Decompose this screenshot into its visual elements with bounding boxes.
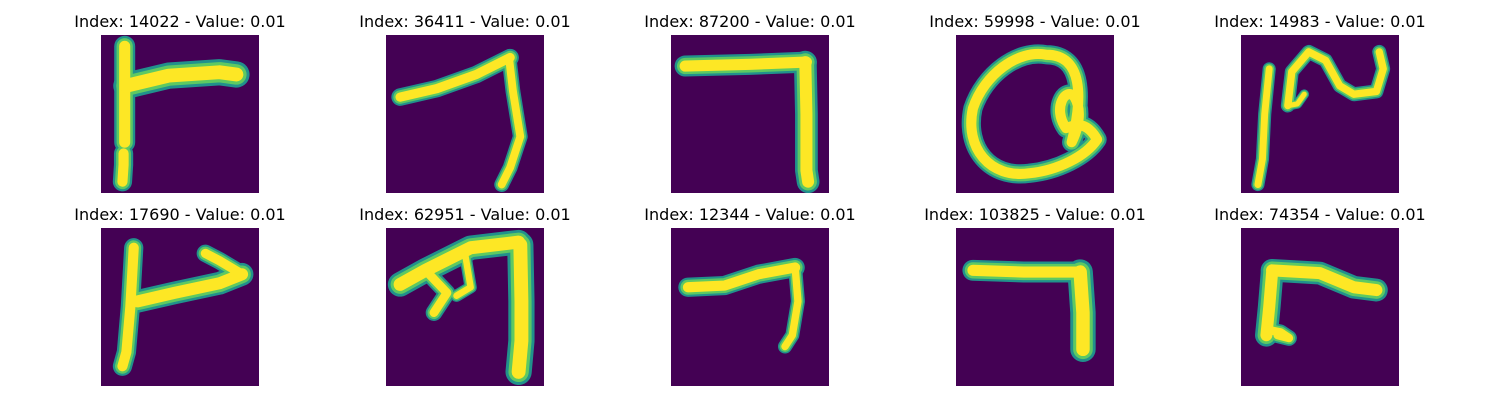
panel-4: Index: 59998 - Value: 0.01 [893, 12, 1177, 194]
handwritten-stroke [1262, 325, 1294, 343]
panel-10: Index: 74354 - Value: 0.01 [1178, 205, 1462, 387]
digit-image [956, 228, 1114, 386]
digit-image [1241, 35, 1399, 193]
digit-image [1241, 228, 1399, 386]
panel-3: Index: 87200 - Value: 0.01 [608, 12, 892, 194]
panel-1: Index: 14022 - Value: 0.01 [38, 12, 322, 194]
handwritten-stroke [119, 65, 244, 93]
panel-2: Index: 36411 - Value: 0.01 [323, 12, 607, 194]
digit-image [386, 35, 544, 193]
panel-title: Index: 103825 - Value: 0.01 [924, 205, 1146, 224]
digit-image [386, 228, 544, 386]
handwritten-stroke [1266, 264, 1383, 297]
handwritten-stroke [799, 56, 815, 188]
handwritten-stroke [395, 52, 515, 102]
handwritten-stroke [453, 250, 474, 299]
handwritten-stroke [781, 263, 802, 351]
digit-image [671, 228, 829, 386]
panel-title: Index: 62951 - Value: 0.01 [359, 205, 571, 224]
handwritten-stroke [421, 265, 452, 318]
handwritten-stroke [1254, 65, 1273, 189]
image-background [671, 228, 829, 386]
handwritten-stroke [393, 235, 526, 291]
panel-title: Index: 14983 - Value: 0.01 [1214, 12, 1426, 31]
digit-image [956, 35, 1114, 193]
panel-title: Index: 14022 - Value: 0.01 [74, 12, 286, 31]
panel-8: Index: 12344 - Value: 0.01 [608, 205, 892, 387]
handwritten-stroke [497, 53, 525, 189]
panel-5: Index: 14983 - Value: 0.01 [1178, 12, 1462, 194]
handwritten-stroke [1073, 265, 1090, 357]
digit-image [101, 35, 259, 193]
panel-title: Index: 36411 - Value: 0.01 [359, 12, 571, 31]
handwritten-stroke [682, 262, 801, 293]
panel-title: Index: 17690 - Value: 0.01 [74, 205, 286, 224]
panel-title: Index: 87200 - Value: 0.01 [644, 12, 856, 31]
panel-title: Index: 74354 - Value: 0.01 [1214, 205, 1426, 224]
digit-image [101, 228, 259, 386]
panel-7: Index: 62951 - Value: 0.01 [323, 205, 607, 387]
digit-image [671, 35, 829, 193]
handwritten-stroke [966, 48, 1103, 179]
handwritten-stroke [1284, 48, 1387, 110]
handwritten-stroke [200, 248, 247, 279]
panel-6: Index: 17690 - Value: 0.01 [38, 205, 322, 387]
panel-title: Index: 59998 - Value: 0.01 [929, 12, 1141, 31]
panel-title: Index: 12344 - Value: 0.01 [644, 205, 856, 224]
handwritten-stroke [679, 56, 812, 72]
handwritten-stroke [117, 148, 129, 187]
handwritten-stroke [1286, 91, 1307, 109]
handwritten-stroke [117, 242, 139, 372]
handwritten-stroke [131, 268, 249, 308]
handwritten-stroke [511, 237, 529, 379]
handwritten-stroke [967, 264, 1086, 278]
panel-9: Index: 103825 - Value: 0.01 [893, 205, 1177, 387]
